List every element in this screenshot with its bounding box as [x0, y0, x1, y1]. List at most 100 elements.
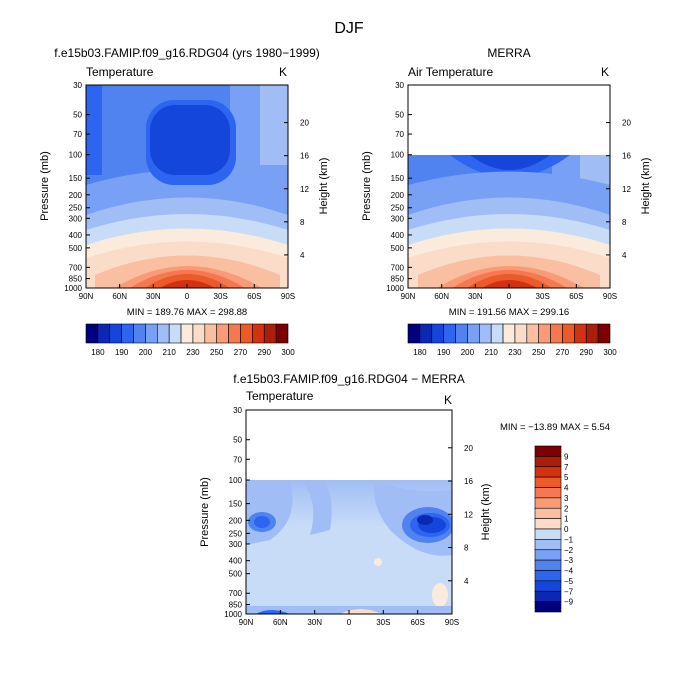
- colorbar-label: 250: [532, 348, 546, 357]
- colorbar-label: 4: [564, 484, 569, 493]
- colorbar-swatch: [534, 518, 562, 530]
- y2-tick-label: 20: [464, 444, 473, 453]
- colorbar-label: −1: [564, 535, 574, 544]
- y2-axis-label: Height (km): [318, 158, 330, 215]
- y-tick-label: 700: [229, 589, 243, 598]
- colorbar-swatch: [192, 323, 206, 344]
- y-tick-label: 50: [233, 436, 242, 445]
- colorbar-swatch: [502, 323, 516, 344]
- y2-tick-label: 4: [622, 251, 627, 260]
- colorbar-swatch: [514, 323, 528, 344]
- colorbar-label: 190: [437, 348, 451, 357]
- y-tick-label: 30: [395, 81, 404, 90]
- y2-tick-label: 16: [622, 152, 631, 161]
- x-tick-label: 60S: [569, 292, 583, 301]
- contour-field: [86, 85, 288, 288]
- y-tick-label: 100: [229, 476, 243, 485]
- colorbar-swatch: [156, 323, 170, 344]
- x-tick-label: 30S: [376, 618, 390, 627]
- colorbar-label: 300: [603, 348, 617, 357]
- colorbar-label: 270: [556, 348, 570, 357]
- colorbar-label: 230: [508, 348, 522, 357]
- colorbar: 180 190 200 210 230 250 270 290 300: [407, 323, 617, 357]
- colorbar-label: 290: [258, 348, 272, 357]
- colorbar-label: 210: [162, 348, 176, 357]
- y-tick-label: 300: [229, 540, 243, 549]
- y-tick-label: 400: [69, 231, 83, 240]
- colorbar-swatch: [467, 323, 480, 344]
- colorbar-swatch: [526, 323, 540, 344]
- y-axis-label: Pressure (mb): [361, 151, 373, 221]
- colorbar-swatch: [534, 559, 562, 571]
- colorbar-swatch: [538, 323, 551, 344]
- y-tick-label: 250: [229, 529, 243, 538]
- colorbar-label: 210: [484, 348, 498, 357]
- colorbar-swatch: [443, 323, 456, 344]
- panel-var-label: Temperature: [246, 389, 314, 403]
- panel-var-label: Air Temperature: [408, 65, 493, 79]
- y-tick-label: 400: [391, 231, 405, 240]
- panel-model: f.e15b03.FAMIP.f09_g16.RDG04 (yrs 1980−1…: [39, 46, 330, 357]
- y-tick-label: 1000: [224, 610, 242, 619]
- y2-axis: 20 16 12 8 4: [448, 444, 473, 586]
- colorbar-label: −4: [564, 567, 574, 576]
- contour-field: [246, 410, 452, 614]
- colorbar-label: 200: [461, 348, 475, 357]
- panel-difference: f.e15b03.FAMIP.f09_g16.RDG04 − MERRA Tem…: [199, 372, 610, 627]
- y2-tick-label: 16: [464, 477, 473, 486]
- y2-tick-label: 4: [300, 251, 305, 260]
- x-tick-label: 30N: [468, 292, 483, 301]
- y-tick-label: 150: [229, 500, 243, 509]
- colorbar-swatch: [534, 528, 562, 540]
- colorbar-label: 2: [564, 504, 569, 513]
- x-tick-label: 0: [185, 292, 190, 301]
- y2-tick-label: 12: [622, 185, 631, 194]
- colorbar-swatch: [534, 601, 562, 613]
- colorbar-label: 0: [564, 525, 569, 534]
- y-tick-label: 1000: [386, 284, 404, 293]
- y2-tick-label: 20: [300, 119, 309, 128]
- x-tick-label: 90S: [445, 618, 459, 627]
- y-axis-label: Pressure (mb): [39, 151, 51, 221]
- y-tick-label: 100: [391, 151, 405, 160]
- colorbar-swatch: [121, 323, 134, 344]
- colorbar-label: −9: [564, 598, 574, 607]
- y-tick-label: 200: [229, 516, 243, 525]
- colorbar-swatch: [534, 456, 562, 468]
- colorbar-swatch: [263, 323, 277, 344]
- y-tick-label: 30: [233, 406, 242, 415]
- colorbar-swatch: [534, 580, 562, 592]
- colorbar-swatch: [407, 323, 421, 344]
- x-tick-label: 60N: [112, 292, 127, 301]
- x-tick-label: 90N: [401, 292, 416, 301]
- colorbar-swatch: [431, 323, 444, 344]
- y-tick-label: 850: [229, 601, 243, 610]
- y2-tick-label: 4: [464, 577, 469, 586]
- colorbar-swatch: [109, 323, 122, 344]
- y-tick-label: 400: [229, 557, 243, 566]
- colorbar-swatch: [419, 323, 433, 344]
- y2-tick-label: 16: [300, 152, 309, 161]
- y-tick-label: 500: [69, 244, 83, 253]
- colorbar-swatch: [168, 323, 182, 344]
- y2-tick-label: 8: [464, 544, 469, 553]
- y2-tick-label: 8: [300, 218, 305, 227]
- colorbar-swatch: [562, 323, 575, 344]
- colorbar-label: 5: [564, 473, 569, 482]
- colorbar: 180 190 200 210 230 250 270 290 300: [85, 323, 295, 357]
- colorbar-swatch: [534, 507, 562, 519]
- colorbar-swatch: [534, 497, 562, 509]
- colorbar-label: 190: [115, 348, 129, 357]
- colorbar-label: 200: [139, 348, 153, 357]
- colorbar-label: 3: [564, 494, 569, 503]
- y-tick-label: 70: [233, 455, 242, 464]
- y-tick-label: 500: [391, 244, 405, 253]
- y2-axis-label: Height (km): [640, 158, 652, 215]
- colorbar-swatch: [534, 539, 562, 551]
- colorbar-swatch: [145, 323, 158, 344]
- panel-title: f.e15b03.FAMIP.f09_g16.RDG04 (yrs 1980−1…: [54, 46, 320, 60]
- colorbar-swatch: [133, 323, 146, 344]
- x-axis: 90N 60N 30N 0 30S 60S 90S: [401, 284, 617, 301]
